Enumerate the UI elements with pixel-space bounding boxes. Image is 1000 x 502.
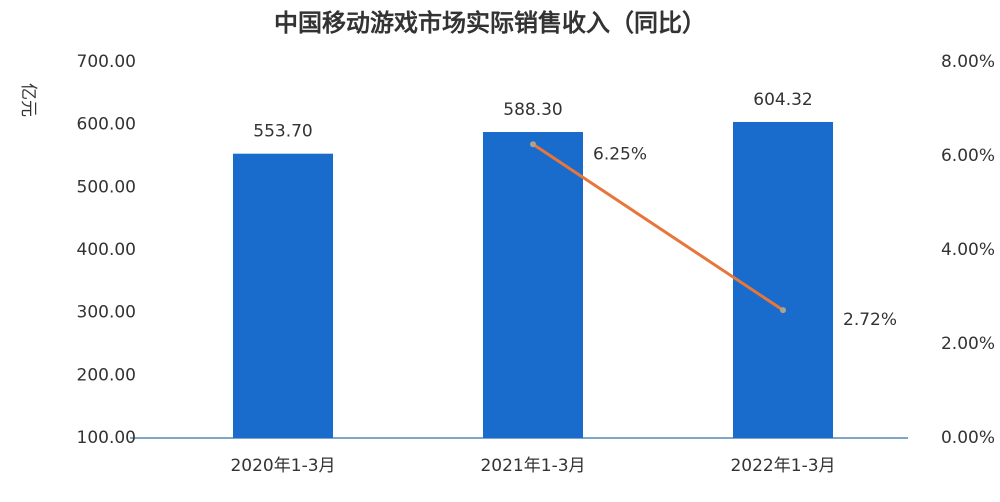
chart-title: 中国移动游戏市场实际销售收入（同比）: [274, 9, 706, 37]
y2-tick-label: 0.00%: [941, 428, 995, 448]
y-tick-label: 500.00: [77, 177, 136, 197]
x-tick-label: 2020年1-3月: [230, 456, 335, 476]
line-value-label: 6.25%: [593, 144, 647, 164]
y2-tick-label: 8.00%: [941, 52, 995, 72]
bar-value-label: 553.70: [253, 122, 312, 142]
y2-tick-label: 6.00%: [941, 146, 995, 166]
x-tick-label: 2021年1-3月: [480, 456, 585, 476]
bar-value-label: 588.30: [503, 100, 562, 120]
line: [531, 142, 785, 312]
line-point: [780, 307, 786, 314]
y-axis-label: 亿元: [18, 83, 38, 117]
bar: [733, 121, 833, 438]
y-tick-label: 600.00: [77, 115, 136, 135]
line-value-label: 2.72%: [843, 310, 897, 330]
y2-tick-label: 2.00%: [941, 334, 995, 354]
line-point: [530, 141, 536, 148]
y-tick-label: 300.00: [77, 303, 136, 323]
y-tick-label: 100.00: [77, 428, 136, 448]
bar: [233, 153, 333, 438]
y-tick-label: 400.00: [77, 240, 136, 260]
y-tick-label: 700.00: [77, 52, 136, 72]
y-tick-label: 200.00: [77, 365, 136, 385]
bar: [483, 131, 583, 439]
x-tick-label: 2022年1-3月: [730, 456, 835, 476]
bar-value-label: 604.32: [753, 90, 812, 110]
y2-tick-label: 4.00%: [941, 240, 995, 260]
